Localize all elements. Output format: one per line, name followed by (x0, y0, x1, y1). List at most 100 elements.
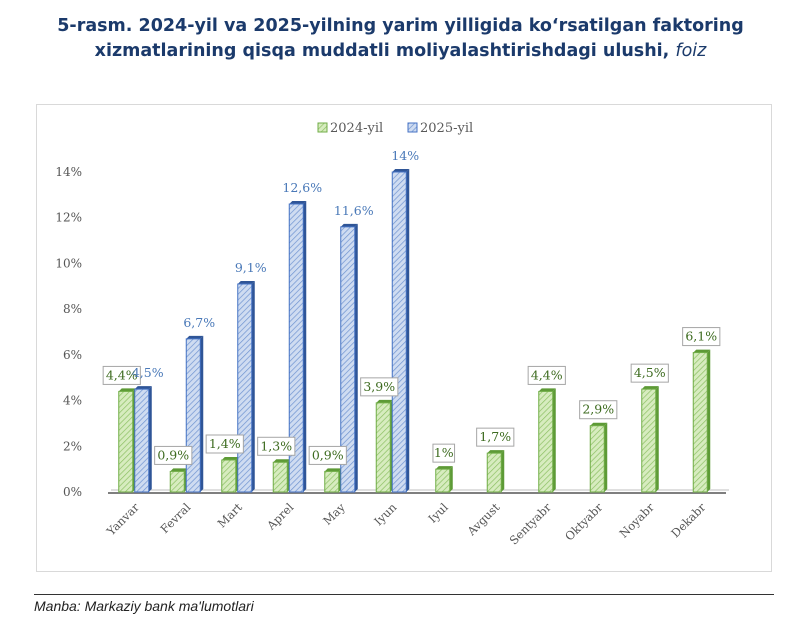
bar-2024 (169, 470, 185, 493)
x-tick-label: Iyul (425, 500, 451, 526)
source-divider (34, 594, 774, 595)
x-tick-label: Avgust (464, 500, 503, 539)
bar-2024 (641, 388, 657, 493)
bar-top (392, 169, 410, 172)
data-label-box (360, 377, 399, 397)
chart-legend: 2024-yil 2025-yil (317, 121, 473, 136)
y-tick-label: 12% (55, 211, 82, 225)
bar-2025 (237, 283, 253, 493)
data-label-2024: 2,9% (582, 402, 614, 417)
data-label-2025: 9,1% (235, 260, 267, 275)
data-label-2025: 12,6% (282, 180, 322, 195)
bar-2025 (134, 388, 150, 493)
data-label-box (102, 365, 141, 385)
bar-top (186, 335, 204, 339)
bar-2024 (692, 352, 708, 493)
bar-top (170, 468, 188, 472)
bar-top (538, 388, 556, 392)
data-label-2024: 1,7% (479, 429, 511, 444)
bar-side (552, 388, 556, 492)
data-label-box (308, 445, 347, 465)
bar-side (303, 201, 307, 492)
bar-2025 (185, 338, 201, 493)
bar-top (487, 450, 505, 454)
bar-2024 (221, 459, 237, 493)
data-label-2024: 0,9% (312, 447, 344, 462)
bar-top (324, 468, 342, 472)
bar-2024 (435, 468, 451, 493)
y-tick-label: 14% (55, 165, 82, 179)
bar-2024 (324, 470, 340, 493)
bar-side (251, 281, 255, 492)
data-label-box (682, 327, 721, 347)
bar-2025 (288, 203, 304, 493)
bar-2024 (375, 402, 391, 493)
data-label-2024: 3,9% (363, 379, 395, 394)
bar-top (273, 459, 291, 463)
bar-2024 (589, 425, 605, 493)
y-tick-label: 0% (63, 485, 82, 499)
legend-label: 2025-yil (420, 121, 473, 136)
bar-2025 (340, 226, 356, 493)
x-tick-label: Fevral (158, 500, 194, 536)
bar-top (118, 388, 136, 392)
data-label-2024: 1,4% (209, 436, 241, 451)
x-tick-label: Dekabr (668, 500, 708, 540)
bar-top (590, 422, 608, 426)
chart-data-labels: 4,4%4,5%0,9%6,7%1,4%9,1%1,3%12,6%0,9%11,… (102, 148, 721, 465)
data-label-2024: 4,4% (531, 367, 563, 382)
y-tick-label: 8% (63, 302, 82, 316)
data-label-2024: 4,4% (106, 367, 138, 382)
data-label-2024: 6,1% (685, 329, 717, 344)
bar-side (655, 386, 659, 492)
data-label-box (630, 363, 669, 383)
y-tick-label: 4% (63, 394, 82, 408)
chart-title-unit: foiz (675, 41, 707, 61)
bar-top (221, 457, 239, 460)
bar-top (693, 349, 711, 353)
bar-side (200, 335, 204, 492)
x-tick-label: May (320, 500, 348, 528)
bar-2024 (486, 452, 502, 493)
bar-side (148, 386, 152, 492)
x-tick-label: Aprel (263, 500, 296, 533)
data-label-2025: 14% (391, 148, 419, 163)
data-label-box (579, 400, 618, 420)
bar-2024 (538, 390, 554, 493)
bar-side (707, 349, 711, 492)
data-label-2024: 4,5% (634, 365, 666, 380)
x-tick-label: Mart (215, 500, 245, 530)
data-label-2025: 4,5% (132, 365, 164, 380)
bar-top (435, 466, 453, 470)
bar-side (604, 422, 608, 492)
data-label-2024: 1,3% (260, 438, 292, 453)
chart-title: 5-rasm. 2024-yil va 2025-yilning yarim y… (0, 14, 801, 64)
y-tick-label: 6% (63, 348, 82, 362)
x-tick-label: Noyabr (616, 500, 657, 541)
legend-swatch (407, 122, 418, 133)
x-tick-label: Iyun (371, 500, 400, 529)
bar-side (501, 450, 505, 492)
bar-side (406, 169, 410, 492)
data-label-2024: 1% (434, 445, 454, 460)
bar-side (354, 223, 358, 492)
bar-top (289, 201, 307, 204)
legend-swatch (317, 122, 328, 133)
data-label-box (476, 427, 515, 447)
bar-top (134, 386, 152, 390)
chart-title-text: 5-rasm. 2024-yil va 2025-yilning yarim y… (57, 16, 744, 61)
bar-top (237, 281, 255, 284)
data-label-2025: 11,6% (334, 203, 374, 218)
data-label-box (154, 445, 193, 465)
data-label-box (527, 365, 566, 385)
bar-2024 (272, 461, 288, 493)
data-label-box (205, 434, 244, 454)
y-tick-label: 2% (63, 439, 82, 453)
bar-2024 (118, 390, 134, 493)
bar-top (376, 399, 394, 403)
x-tick-label: Yanvar (103, 500, 142, 539)
data-label-box (257, 436, 296, 456)
bar-top (340, 223, 358, 227)
bar-2025 (391, 171, 407, 493)
